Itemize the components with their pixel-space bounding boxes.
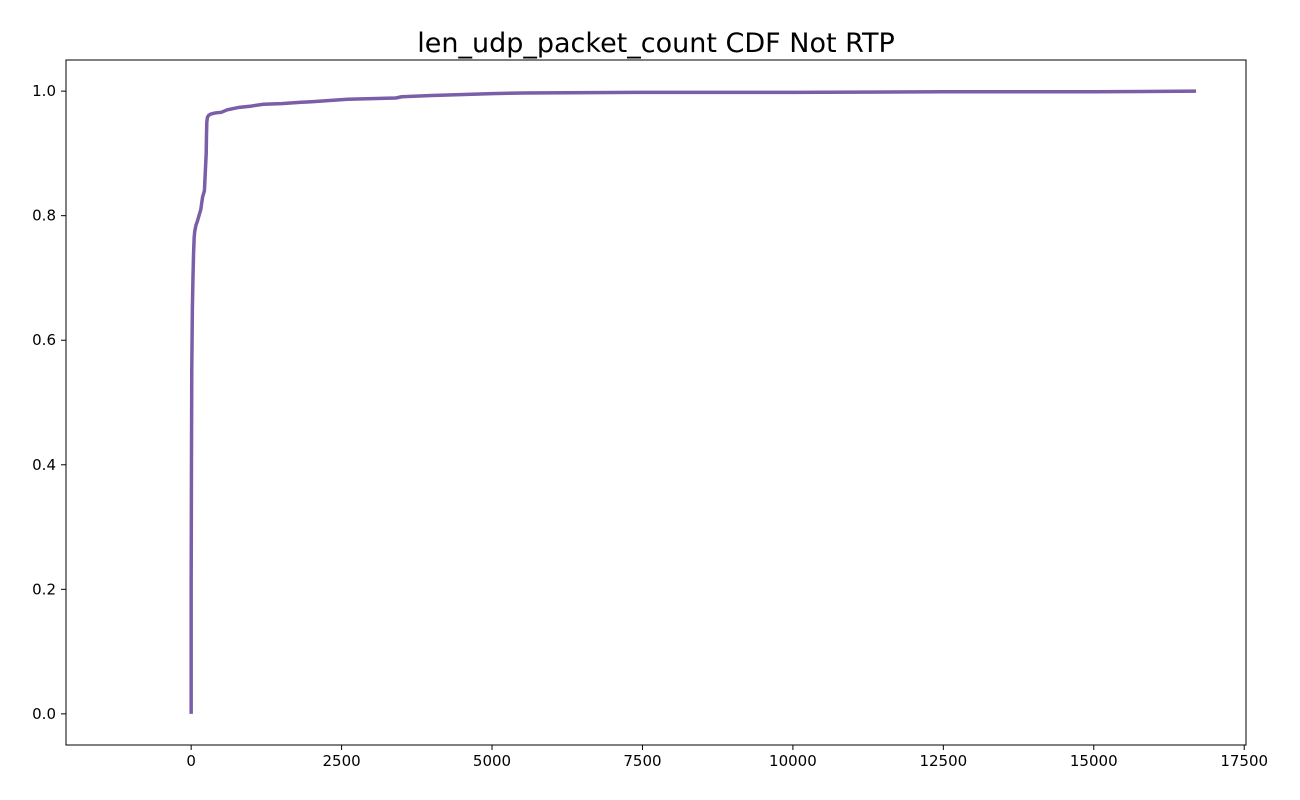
- y-tick-label: 0.2: [32, 580, 56, 598]
- cdf-series-line: [189, 89, 1197, 714]
- x-tick-label: 0: [186, 752, 196, 770]
- y-tick-label: 0.4: [32, 456, 56, 474]
- y-tick-label: 0.8: [32, 207, 56, 225]
- x-axis: 0 2500 5000 7500 10000 12500 15000 17500: [186, 745, 1268, 770]
- plot-area: [65, 59, 1247, 746]
- x-tick-label: 15000: [1070, 752, 1118, 770]
- x-tick-label: 5000: [473, 752, 511, 770]
- y-tick-label: 1.0: [32, 82, 56, 100]
- x-tick-label: 7500: [623, 752, 661, 770]
- axes-frame: [65, 59, 1247, 746]
- x-tick-label: 17500: [1220, 752, 1268, 770]
- y-tick-label: 0.0: [32, 705, 56, 723]
- y-axis: 0.0 0.2 0.4 0.6 0.8 1.0: [32, 82, 66, 723]
- y-tick-label: 0.6: [32, 331, 56, 349]
- x-tick-label: 10000: [769, 752, 817, 770]
- x-tick-label: 2500: [323, 752, 361, 770]
- chart-title: len_udp_packet_count CDF Not RTP: [417, 28, 894, 59]
- x-tick-label: 12500: [919, 752, 967, 770]
